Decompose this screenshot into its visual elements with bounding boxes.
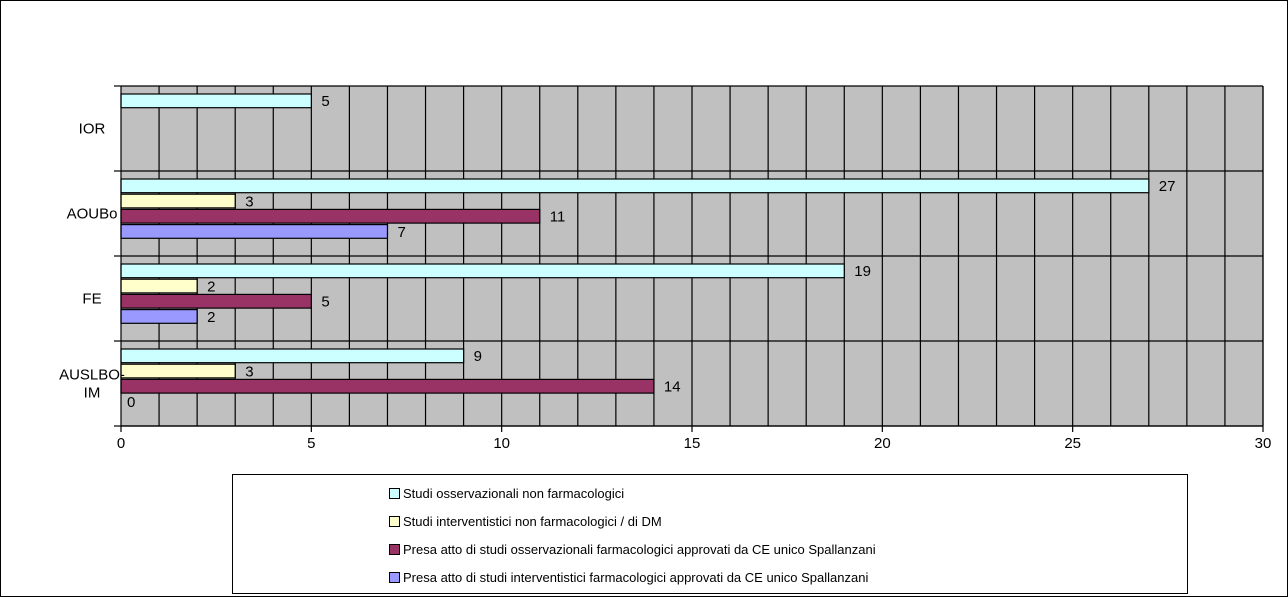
data-label: 11 [550,209,566,226]
bar [120,293,312,309]
data-label: 5 [321,93,329,110]
bar [120,278,198,294]
y-axis-category-labels: IOR AOUBo FE AUSLBO-IM [59,121,125,402]
axes [114,85,1264,432]
data-label: 14 [664,379,681,396]
legend-swatch-interventistici-non-farmacologici [389,515,400,527]
legend-swatch-osservazionali-non-farmacologici [389,487,400,499]
y-category-label: AUSLBO-IM [59,367,125,402]
y-category-label: AOUBo [67,206,118,223]
x-tick-label: 25 [1064,435,1081,452]
data-label: 19 [854,263,871,280]
data-label: 0 [127,394,135,411]
legend-swatch-osservazionali-farmacologici [389,543,400,555]
legend-label: Presa atto di studi interventistici farm… [403,569,869,585]
data-label: 3 [245,363,253,380]
x-tick-label: 15 [684,435,701,452]
data-label: 9 [474,348,482,365]
bar [120,178,1150,194]
x-tick-label: 30 [1255,435,1272,452]
bar [120,309,198,324]
data-labels: 5 27 3 11 7 19 2 5 2 9 3 14 0 [127,93,1175,411]
legend-item: Presa atto di studi osservazionali farma… [389,539,876,559]
x-tick-label: 10 [493,435,510,452]
data-label: 5 [321,294,329,311]
bar [120,263,845,279]
x-tick-label: 5 [307,435,315,452]
bar [120,93,312,109]
legend-item: Presa atto di studi interventistici farm… [389,567,868,587]
bar [120,378,655,394]
y-category-label: FE [82,291,101,308]
legend-label: Presa atto di studi osservazionali farma… [403,541,876,557]
x-tick-label: 0 [117,435,125,452]
bar [120,224,389,239]
x-tick-label: 20 [874,435,891,452]
x-axis-tick-labels: 0 5 10 15 20 25 30 [117,435,1272,452]
y-category-label: IOR [79,121,106,138]
legend: Studi osservazionali non farmacologici S… [232,474,1188,594]
bar [120,193,236,209]
legend-label: Studi interventistici non farmacologici … [403,513,662,529]
data-label: 27 [1159,178,1176,195]
legend-item: Studi interventistici non farmacologici … [389,511,662,531]
bar [120,348,465,364]
bar [120,363,236,379]
legend-item: Studi osservazionali non farmacologici [389,483,624,503]
data-label: 7 [397,224,405,241]
legend-swatch-interventistici-farmacologici [389,571,400,583]
data-label: 2 [207,278,215,295]
data-label: 3 [245,193,253,210]
legend-label: Studi osservazionali non farmacologici [403,485,625,501]
bar [120,208,541,224]
data-label: 2 [207,309,215,326]
